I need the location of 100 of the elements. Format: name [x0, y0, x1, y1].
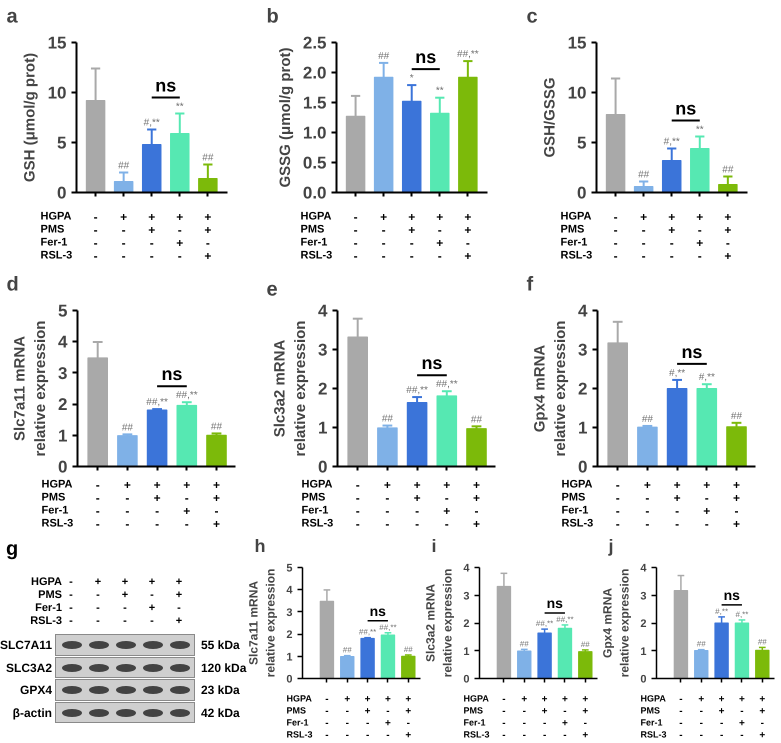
- x-tick-label: + - - -: [124, 478, 131, 531]
- x-tick-label: + + - +: [759, 694, 766, 741]
- annotation: ##: [342, 646, 352, 655]
- y-tick-label: 3: [318, 340, 328, 360]
- x-tick-label: + + - +: [472, 478, 480, 531]
- y-tick-label: 4: [578, 302, 588, 320]
- annotation: ##: [696, 640, 706, 649]
- annotation: ns: [155, 76, 176, 96]
- y-tick-label: 4: [463, 562, 470, 574]
- chart-title: b: [266, 6, 279, 28]
- bar: [406, 402, 428, 467]
- x-tick-label: + - - -: [380, 210, 388, 263]
- y-tick-label: 1.0: [302, 124, 327, 142]
- y-tick-label: 0.5: [302, 154, 327, 172]
- y-tick-label: 1: [640, 646, 647, 658]
- x-tick-label: + - + -: [385, 694, 392, 741]
- x-tick-label: - - - -: [94, 210, 98, 263]
- chart-title: d: [6, 274, 19, 296]
- x-tick-label: + - - -: [384, 478, 391, 531]
- x-tick-label: + + - +: [732, 478, 740, 531]
- y-tick-label: 3: [640, 590, 647, 602]
- chart-title: c: [526, 6, 538, 28]
- annotation: #,**: [664, 136, 680, 148]
- bar: [146, 410, 168, 467]
- chart-title: j: [608, 536, 614, 556]
- y-tick-label: 4: [640, 562, 648, 574]
- chart-title: e: [266, 278, 278, 300]
- chart-title: a: [6, 6, 18, 28]
- x-tick-label: + + - +: [405, 694, 412, 741]
- category-label: + + - -: [120, 575, 130, 628]
- bar: [380, 634, 396, 679]
- bar: [637, 426, 658, 467]
- x-axis-title: HGPA PMS Fer-1 RSL-3: [300, 210, 332, 262]
- annotation: ##: [118, 160, 130, 172]
- bar: [117, 435, 138, 467]
- category-label: 55 kDa: [201, 638, 240, 652]
- bar: [176, 404, 198, 467]
- y-tick-label: 15: [48, 34, 67, 52]
- category-label: 42 kDa: [201, 706, 240, 720]
- x-axis-title: HGPA PMS Fer-1 RSL-3: [464, 694, 490, 740]
- y-tick-label: 5: [286, 562, 293, 574]
- y-tick-label: 0: [318, 458, 328, 476]
- x-tick-label: - - - -: [354, 210, 358, 263]
- x-tick-label: + - + -: [703, 478, 710, 531]
- bar: [401, 656, 416, 679]
- annotation: ##,**: [436, 379, 458, 390]
- x-tick-label: - - - -: [356, 478, 360, 531]
- annotation: ##: [122, 422, 134, 434]
- x-tick-label: + + - +: [204, 210, 212, 263]
- y-tick-label: 0.0: [302, 184, 327, 202]
- y-tick-label: 0: [578, 458, 588, 476]
- y-tick-label: 2: [58, 395, 68, 414]
- x-axis-title: HGPA PMS Fer-1 RSL-3: [562, 478, 594, 530]
- category-label: + - - -: [94, 575, 102, 628]
- y-tick-label: 0: [58, 458, 68, 476]
- x-tick-label: + - + -: [696, 210, 704, 263]
- y-tick-label: 4: [58, 332, 68, 352]
- chart-title: i: [432, 536, 437, 556]
- annotation: #,**: [144, 118, 160, 128]
- x-tick-label: + + - +: [582, 694, 588, 741]
- y-axis-title: Gpx4 mRNA relative expression: [600, 568, 632, 678]
- x-tick-label: + + - +: [464, 210, 472, 263]
- x-tick-label: + + - +: [724, 210, 732, 263]
- x-tick-label: + + - -: [148, 210, 156, 263]
- bar: [436, 395, 458, 467]
- x-tick-label: + + - -: [668, 210, 676, 263]
- x-tick-label: - - - -: [616, 478, 620, 531]
- y-axis-title: GSH/GSSG: [542, 77, 559, 158]
- annotation: ##: [202, 152, 214, 164]
- x-tick-label: + + - +: [212, 478, 220, 531]
- bar: [360, 638, 375, 679]
- x-tick-label: + - - -: [521, 694, 528, 741]
- annotation: #,**: [698, 372, 715, 384]
- annotation: #,**: [669, 368, 686, 379]
- x-tick-label: - - - -: [325, 694, 329, 741]
- y-tick-label: 0: [463, 674, 470, 686]
- bar: [537, 632, 552, 679]
- bar: [517, 650, 532, 679]
- bar: [340, 656, 354, 679]
- annotation: ns: [161, 364, 182, 384]
- x-tick-label: + - - -: [640, 210, 648, 263]
- annotation: ##: [382, 414, 394, 425]
- annotation: ##,**: [146, 397, 168, 408]
- category-label: - - - -: [68, 575, 74, 628]
- annotation: ##,**: [358, 628, 376, 637]
- bar: [558, 628, 572, 679]
- category-label: 23 kDa: [201, 683, 240, 698]
- x-axis-title: HGPA PMS Fer-1 RSL-3: [560, 210, 592, 262]
- y-tick-label: 2: [578, 380, 588, 398]
- y-tick-label: 4: [286, 584, 294, 597]
- x-tick-label: + + - -: [718, 694, 725, 741]
- category-label: + + - +: [174, 575, 184, 628]
- x-tick-label: + - - -: [698, 694, 704, 741]
- annotation: #,**: [736, 610, 748, 619]
- annotation: ns: [370, 602, 386, 619]
- y-tick-label: 2.0: [302, 64, 327, 82]
- annotation: **: [436, 86, 444, 97]
- x-tick-label: + - + -: [739, 694, 746, 741]
- y-tick-label: 10: [568, 84, 587, 102]
- y-tick-label: 5: [58, 302, 68, 320]
